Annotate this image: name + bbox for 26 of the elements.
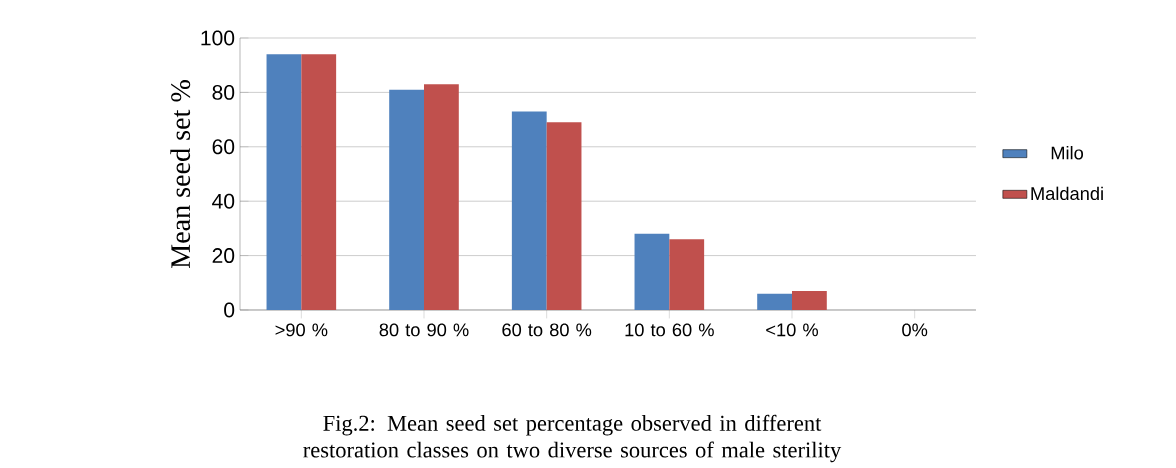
bar bbox=[757, 293, 792, 310]
x-tick-label: <10 % bbox=[766, 323, 819, 337]
bar bbox=[266, 54, 302, 310]
bar bbox=[546, 122, 582, 310]
legend-label: Maldandi bbox=[1031, 186, 1103, 201]
y-tick-label: 20 bbox=[212, 248, 235, 264]
bar bbox=[634, 233, 670, 310]
bar bbox=[389, 89, 425, 310]
bar bbox=[792, 290, 827, 310]
bar bbox=[669, 239, 705, 310]
legend-label: Milo bbox=[1051, 145, 1083, 160]
bar bbox=[301, 54, 337, 310]
y-tick-label: 100 bbox=[201, 30, 235, 46]
y-tick-label: 40 bbox=[212, 193, 235, 209]
x-tick-label: 60 to 80 % bbox=[502, 323, 592, 337]
y-tick-label: 0 bbox=[224, 302, 235, 318]
bar bbox=[424, 84, 459, 310]
x-tick-label: 10 to 60 % bbox=[625, 323, 714, 337]
x-tick-label: 0% bbox=[902, 323, 928, 337]
y-tick-label: 80 bbox=[212, 84, 235, 100]
x-tick-label: >90 % bbox=[275, 323, 328, 337]
y-tick-label: 60 bbox=[212, 139, 235, 155]
bar bbox=[511, 111, 547, 310]
x-tick-label: 80 to 90 % bbox=[379, 323, 469, 337]
y-axis-title: Mean seed set % bbox=[170, 80, 191, 269]
text: Fig.2: Mean seed set percentage observed in different restoration classes on two diverse sources of male sterility bbox=[303, 414, 842, 463]
